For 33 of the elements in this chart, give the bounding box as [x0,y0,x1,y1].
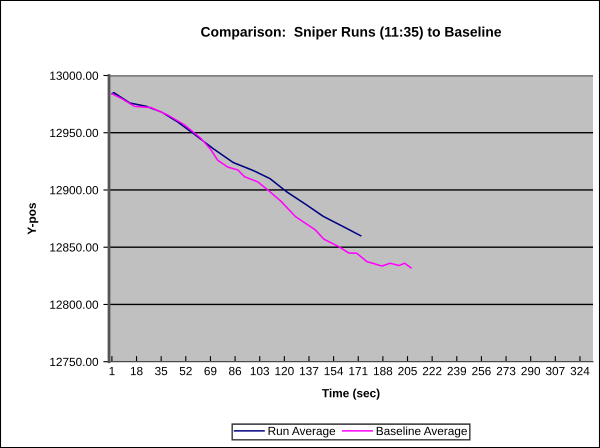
x-tick-label: 324 [570,366,590,376]
x-tick-label: 307 [546,366,565,376]
y-tick-label: 12900.00 [50,186,98,194]
x-tick-label: 188 [374,366,392,376]
x-tick-label: 137 [300,366,318,376]
line-series [111,93,412,269]
x-tick-label: 120 [275,366,294,376]
x-tick-label: 290 [521,366,540,376]
y-tick-label: 12750.00 [50,358,98,366]
x-axis-title: Time (sec) [322,388,380,400]
y-tick-label: 13000.00 [50,72,98,80]
y-tick-label: 12800.00 [50,300,98,309]
chart-title: Comparison: Sniper Runs (11:35) to Baseline [201,26,502,40]
x-tick-label: 273 [496,366,516,376]
x-tick-label: 256 [472,366,491,376]
x-tick-label: 205 [398,366,417,376]
x-tick-label: 171 [349,366,368,376]
legend-label: Baseline Average [376,426,467,438]
x-tick-label: 18 [130,366,143,376]
x-tick-label: 86 [229,366,242,376]
x-tick-label: 1 [110,366,115,376]
x-tick-label: 239 [448,366,466,376]
y-tick-label: 12950.00 [50,128,98,138]
x-tick-label: 154 [324,366,344,376]
line-series [111,92,362,237]
x-tick-label: 35 [155,366,168,376]
legend-label: Run Average [268,426,336,438]
y-tick-label: 12850.00 [50,243,98,252]
y-axis-title: Y-pos [28,203,38,234]
x-tick-label: 103 [250,366,270,376]
x-tick-label: 69 [204,366,216,376]
x-tick-label: 222 [422,366,442,376]
x-tick-label: 52 [180,366,192,376]
